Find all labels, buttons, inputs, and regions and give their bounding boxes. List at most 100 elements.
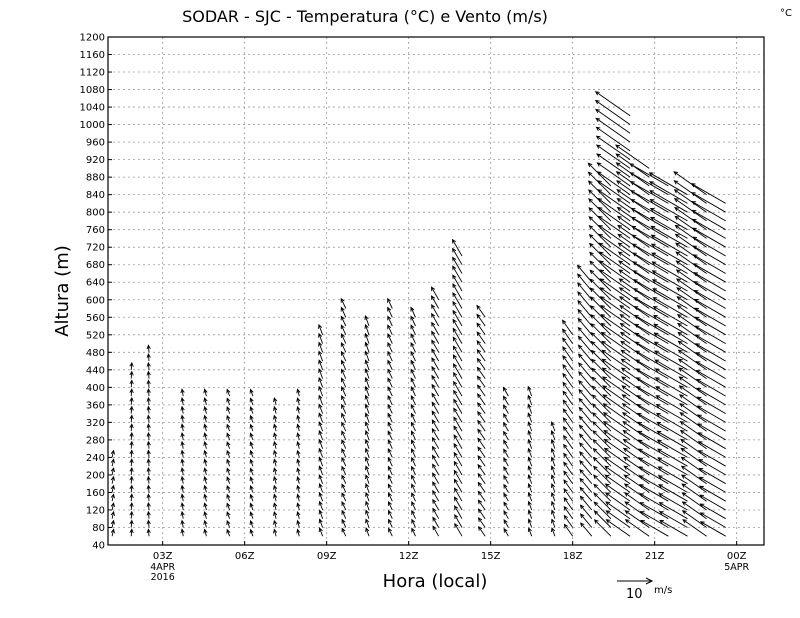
y-tick-label: 360 (86, 400, 105, 411)
wind-vector (129, 528, 134, 537)
wind-vector (697, 441, 726, 458)
wind-vector (605, 510, 631, 528)
wind-vector (633, 314, 669, 336)
y-tick-label: 560 (86, 313, 105, 324)
wind-vector (673, 171, 707, 196)
wind-vector (562, 363, 574, 379)
wind-vector (453, 496, 463, 511)
wind-vector (551, 527, 556, 537)
wind-vector (452, 300, 463, 318)
wind-vector (387, 377, 393, 388)
x-tick-label: 12Z (399, 551, 419, 562)
wind-vector (341, 456, 347, 467)
wind-vector (476, 366, 486, 379)
wind-vector (680, 474, 707, 493)
wind-vector (638, 466, 669, 485)
wind-vector (648, 172, 688, 196)
wind-vector (411, 474, 416, 484)
wind-vector (603, 429, 631, 450)
y-tick-label: 600 (86, 295, 105, 306)
wind-vector (677, 331, 707, 353)
wind-vector (387, 456, 393, 467)
wind-vector (452, 318, 463, 336)
wind-vector (411, 527, 416, 537)
wind-vector (579, 486, 593, 502)
wind-vector (203, 475, 208, 484)
wind-vector (631, 234, 669, 257)
wind-vector (341, 492, 347, 502)
wind-vector (296, 519, 301, 528)
wind-vector (563, 479, 574, 493)
wind-vector (694, 316, 726, 336)
wind-vector (602, 394, 631, 414)
wind-vector (658, 502, 688, 520)
wind-vector (129, 493, 134, 502)
wind-vector (273, 405, 278, 414)
wind-vector (579, 504, 593, 519)
wind-vector (387, 421, 393, 432)
wind-vector (318, 394, 324, 406)
wind-vector (387, 341, 393, 353)
wind-vector (432, 489, 440, 502)
wind-vector (502, 386, 509, 397)
wind-vector (226, 502, 231, 511)
wind-vector (653, 341, 688, 362)
wind-vector (146, 423, 151, 432)
wind-vector (129, 501, 134, 511)
wind-vector (249, 432, 254, 441)
wind-vector (364, 385, 370, 397)
wind-vector (249, 414, 254, 423)
y-tick-label: 1040 (80, 103, 105, 114)
wind-vector (680, 447, 707, 467)
wind-vector (592, 456, 612, 476)
wind-vector (387, 394, 393, 406)
wind-vector (296, 440, 301, 449)
wind-vector (410, 386, 416, 397)
grid-lines (108, 37, 764, 545)
wind-vector (629, 163, 669, 187)
wind-vector (692, 236, 726, 257)
wind-vector (589, 260, 612, 283)
wind-vector (654, 359, 688, 379)
wind-vector (110, 502, 115, 511)
wind-vector (387, 474, 393, 484)
wind-vector (620, 349, 650, 371)
wind-vector (503, 492, 509, 502)
wind-vector (632, 279, 669, 301)
wind-vector (655, 403, 688, 423)
wind-vector (341, 412, 347, 423)
x-tick-label: 03Z (153, 551, 173, 562)
wind-vector (679, 412, 707, 432)
wind-vector (430, 295, 440, 309)
wind-vector (631, 243, 669, 266)
wind-vector (364, 341, 370, 353)
wind-vector (273, 440, 278, 449)
wind-vector (695, 369, 726, 388)
wind-vector (579, 495, 593, 511)
wind-vector (387, 297, 393, 309)
wind-vector (318, 341, 324, 353)
wind-vector (477, 481, 486, 493)
y-axis-ticks: 40 80 120 160 200 240 280 320 360 400 440 480 520 560… (80, 33, 112, 552)
wind-vector (411, 456, 416, 467)
reference-vector-arrowhead (645, 577, 654, 585)
wind-vector (431, 365, 440, 379)
wind-vector (632, 270, 669, 292)
wind-vector (652, 305, 688, 327)
wind-vector (146, 440, 151, 449)
plot-frame (107, 36, 765, 546)
wind-vector (697, 423, 726, 441)
wind-vector (387, 324, 393, 335)
wind-vector (600, 314, 631, 336)
wind-vector (203, 405, 208, 414)
wind-vector (226, 458, 231, 467)
wind-vector (296, 475, 301, 484)
wind-vector (453, 451, 463, 467)
wind-vector (452, 292, 463, 309)
wind-vector (203, 511, 208, 519)
wind-vector (318, 385, 324, 397)
wind-vector (578, 424, 593, 441)
wind-vector (623, 474, 650, 493)
wind-vector (341, 465, 347, 476)
